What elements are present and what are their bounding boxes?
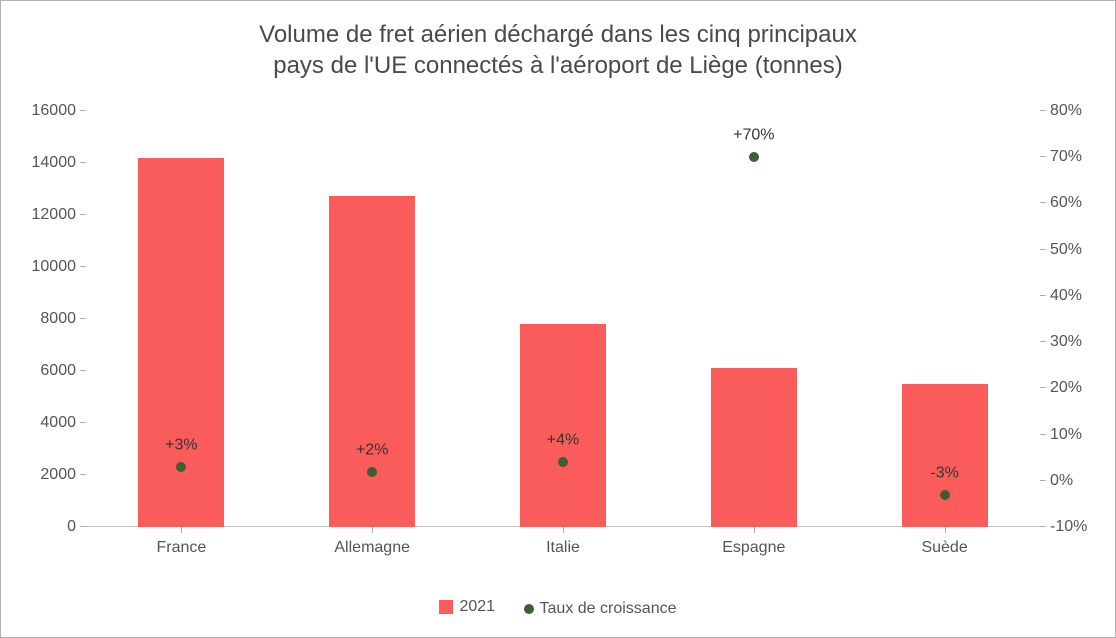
bar — [711, 368, 797, 527]
y-left-tick-label: 0 — [67, 518, 86, 536]
y-right-tick-label: 40% — [1040, 287, 1082, 305]
y-right-tick-label: 50% — [1040, 241, 1082, 259]
x-category-label: Espagne — [722, 527, 785, 557]
legend: 2021 Taux de croissance — [1, 598, 1115, 619]
y-left-tick-label: 12000 — [32, 206, 87, 224]
y-left-tick-label: 14000 — [32, 154, 87, 172]
y-right-tick-label: 30% — [1040, 333, 1082, 351]
chart-title: Volume de fret aérien déchargé dans les … — [1, 19, 1115, 81]
y-right-tick-label: 80% — [1040, 102, 1082, 120]
x-category-label: Italie — [546, 527, 580, 557]
y-left-tick-label: 2000 — [40, 466, 86, 484]
y-left-tick-label: 10000 — [32, 258, 87, 276]
y-left-tick-label: 16000 — [32, 102, 87, 120]
x-category-label: Suède — [921, 527, 967, 557]
y-left-tick-label: 8000 — [40, 310, 86, 328]
growth-point-label: +4% — [547, 432, 579, 450]
growth-point — [558, 457, 568, 467]
legend-swatch-bar — [439, 600, 453, 614]
y-left-tick-label: 4000 — [40, 414, 86, 432]
legend-item-points: Taux de croissance — [524, 600, 677, 618]
y-right-tick-label: 0% — [1040, 472, 1073, 490]
y-left-tick-label: 6000 — [40, 362, 86, 380]
growth-point — [176, 462, 186, 472]
growth-point-label: +70% — [733, 127, 774, 145]
y-right-tick-label: -10% — [1040, 518, 1087, 536]
legend-bar-label: 2021 — [459, 598, 495, 616]
y-right-tick-label: 60% — [1040, 194, 1082, 212]
growth-point-label: +3% — [165, 436, 197, 454]
growth-point — [749, 152, 759, 162]
growth-point-label: +2% — [356, 441, 388, 459]
legend-point-label: Taux de croissance — [540, 600, 677, 618]
chart-container: Volume de fret aérien déchargé dans les … — [0, 0, 1116, 638]
bar — [902, 384, 988, 527]
y-right-tick-label: 70% — [1040, 148, 1082, 166]
y-right-tick-label: 10% — [1040, 426, 1082, 444]
plot-area: 0200040006000800010000120001400016000-10… — [86, 111, 1040, 527]
growth-point — [367, 467, 377, 477]
legend-item-bars: 2021 — [439, 598, 495, 616]
x-category-label: Allemagne — [334, 527, 410, 557]
bar — [329, 196, 415, 528]
growth-point-label: -3% — [930, 464, 958, 482]
y-right-tick-label: 20% — [1040, 379, 1082, 397]
x-category-label: France — [156, 527, 206, 557]
legend-swatch-dot — [524, 604, 534, 614]
growth-point — [940, 490, 950, 500]
bar — [520, 324, 606, 527]
